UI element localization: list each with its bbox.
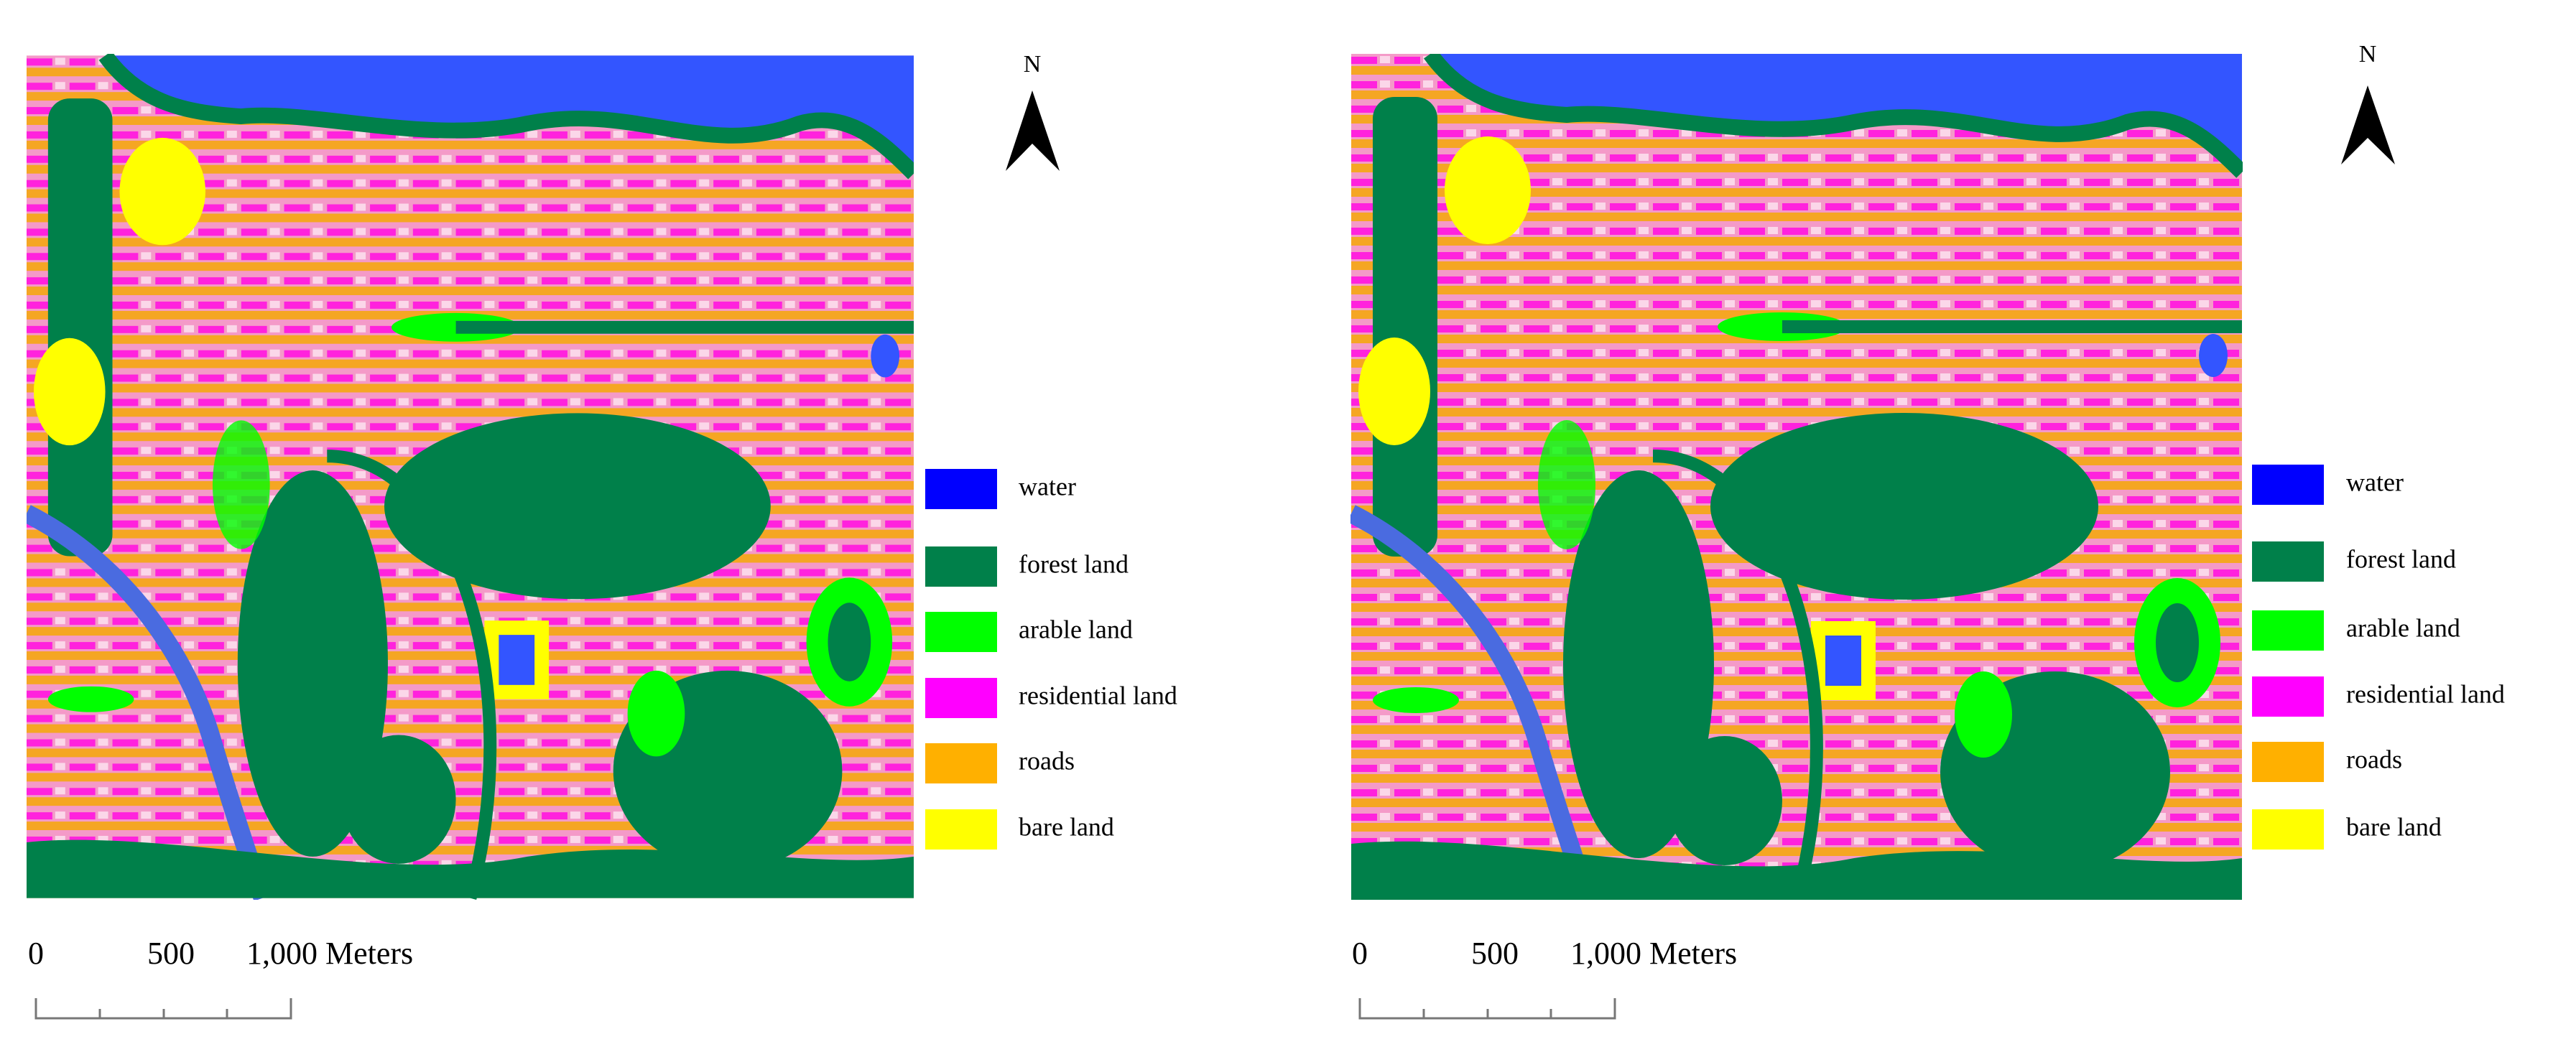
north-arrow <box>1006 90 1060 171</box>
legend-swatch <box>2252 809 2324 850</box>
legend-swatch <box>925 809 997 850</box>
legend-label: roads <box>2346 745 2402 773</box>
legend-swatch <box>925 678 997 718</box>
scale-label: 500 <box>147 936 195 971</box>
legend-label: arable land <box>2346 613 2460 642</box>
legend-swatch <box>925 743 997 783</box>
scale-label: 0 <box>28 936 44 971</box>
legend-label: residential land <box>2346 679 2505 708</box>
north-label: N <box>2359 41 2377 68</box>
legend-label: forest land <box>1019 549 1129 578</box>
scale-label: 500 <box>1471 936 1519 971</box>
legend-label: water <box>1019 472 1076 501</box>
legend-label: roads <box>1019 746 1075 775</box>
land-use-map <box>27 55 914 898</box>
land-use-map <box>1351 54 2242 900</box>
scale-label: 1,000 Meters <box>1570 936 1737 971</box>
legend-label: forest land <box>2346 544 2456 573</box>
legend-swatch <box>2252 742 2324 782</box>
scale-bar <box>34 998 1616 1020</box>
legend-label: arable land <box>1019 615 1133 643</box>
legend-swatch <box>2252 676 2324 717</box>
legend-swatch <box>2252 465 2324 505</box>
legend-label: bare land <box>1019 812 1114 841</box>
north-arrow <box>2341 85 2395 164</box>
legend-swatch <box>925 469 997 509</box>
scale-label: 0 <box>1352 936 1368 971</box>
legend-swatch <box>2252 541 2324 582</box>
scale-label: 1,000 Meters <box>246 936 413 971</box>
legend-swatch <box>2252 610 2324 651</box>
north-label: N <box>1024 51 1042 78</box>
legend-label: bare land <box>2346 812 2442 841</box>
legend-label: residential land <box>1019 681 1177 709</box>
legend-swatch <box>925 612 997 652</box>
legend-label: water <box>2346 467 2404 496</box>
legend-swatch <box>925 546 997 587</box>
